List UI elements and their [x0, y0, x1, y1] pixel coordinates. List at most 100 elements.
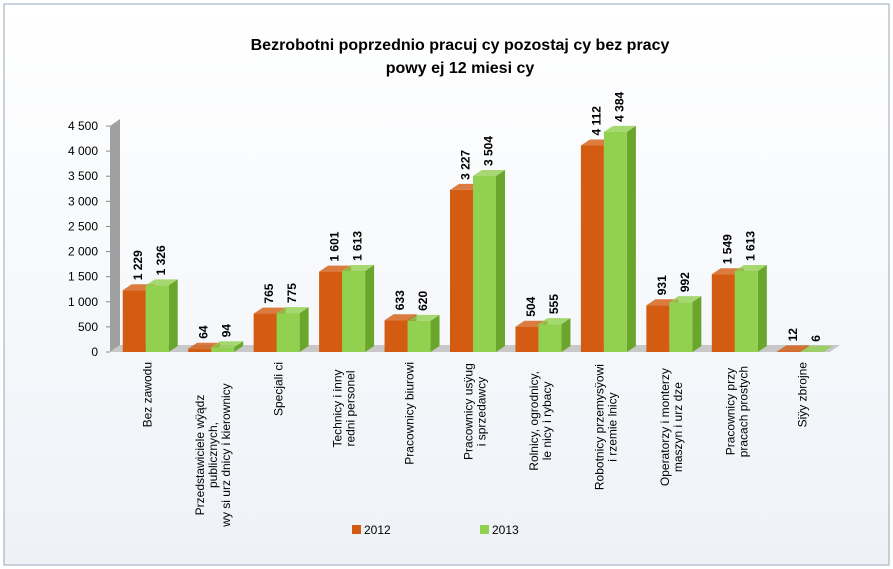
x-tick-label: Pracownicy usÿug [462, 363, 476, 460]
bar-top [538, 318, 571, 325]
bar-top [384, 314, 417, 321]
bar-side [430, 314, 440, 352]
bar [580, 145, 604, 352]
bar [122, 290, 146, 352]
bar-side [757, 264, 767, 352]
value-label: 1 549 [720, 234, 734, 264]
bar-top [603, 125, 636, 132]
value-label: 555 [547, 294, 561, 314]
bar [538, 324, 562, 352]
bar [319, 271, 343, 352]
bar [188, 348, 212, 352]
x-tick-label: wy si urz dnicy i kierownicy [219, 383, 233, 527]
bar-side [496, 170, 505, 352]
bar-top [473, 170, 505, 177]
value-label: 4 112 [589, 106, 603, 136]
bar-side [168, 279, 178, 352]
x-tick-label: le nicy i rybacy [540, 382, 554, 461]
x-tick-label: redni personel [344, 370, 358, 446]
x-tick-label: Bez zawodu [141, 362, 155, 427]
bar [407, 320, 431, 352]
x-tick-label: i sprzedawcy [475, 377, 489, 446]
chart-title: powy ej 12 miesi cy [386, 60, 535, 77]
value-label: 1 601 [328, 231, 342, 261]
value-label: 775 [285, 283, 299, 303]
x-tick-label: Technicy i inny [331, 369, 345, 447]
x-tick-label: Specjali ci [272, 362, 286, 416]
value-label: 3 504 [482, 136, 496, 166]
y-tick-label: 500 [78, 320, 98, 334]
bar-top [145, 279, 178, 286]
value-label: 1 229 [131, 250, 145, 280]
bar-top [800, 345, 833, 352]
value-label: 3 227 [459, 150, 473, 180]
bar [734, 270, 758, 352]
value-label: 1 613 [351, 231, 365, 261]
bar [777, 351, 801, 352]
y-tick-label: 0 [91, 345, 98, 359]
y-tick-label: 3 500 [68, 169, 98, 183]
back-wall [110, 119, 120, 352]
value-label: 992 [678, 272, 692, 292]
bar-side [299, 307, 309, 352]
bar-top [253, 307, 286, 314]
y-tick-label: 4 500 [68, 119, 98, 133]
legend-label: 2012 [364, 523, 391, 537]
bar-side [692, 296, 702, 352]
chart-title: Bezrobotni poprzednio pracuj cy pozostaj… [251, 37, 670, 54]
bar [450, 189, 473, 352]
value-label: 6 [809, 335, 823, 342]
value-label: 620 [416, 291, 430, 311]
x-tick-label: Operatorzy i monterzy [658, 368, 672, 486]
bar [145, 285, 169, 352]
y-tick-label: 2 500 [68, 219, 98, 233]
bar-top [211, 341, 244, 348]
value-label: 64 [197, 325, 211, 339]
value-label: 4 384 [612, 91, 626, 121]
bar [211, 347, 235, 352]
x-tick-label: Siÿy zbrojne [795, 362, 809, 428]
bar-top [407, 314, 440, 321]
x-tick-label: pracach prostych [736, 366, 750, 457]
y-tick-label: 2 000 [68, 245, 98, 259]
bar [603, 131, 627, 352]
legend-label: 2013 [492, 523, 519, 537]
legend-swatch [480, 525, 489, 534]
bar [646, 305, 670, 352]
x-tick-label: Pracownicy przy [723, 368, 737, 455]
value-label: 633 [393, 290, 407, 310]
value-label: 1 326 [154, 245, 168, 275]
y-tick-label: 1 000 [68, 295, 98, 309]
bar [253, 313, 277, 352]
x-tick-label: maszyn i urz dze [671, 382, 685, 472]
y-tick-label: 4 000 [68, 144, 98, 158]
x-tick-label: Robotnicy przemysÿowi [592, 364, 606, 490]
bar-top [669, 296, 702, 303]
bar-side [561, 318, 571, 352]
bar [515, 326, 539, 352]
bar [711, 274, 735, 352]
value-label: 94 [220, 324, 234, 338]
bar-top [342, 264, 375, 271]
y-tick-label: 3 000 [68, 194, 98, 208]
value-label: 12 [786, 328, 800, 342]
y-tick-label: 1 500 [68, 270, 98, 284]
bar-top [777, 345, 810, 352]
bar [669, 302, 693, 352]
bar-top [734, 264, 767, 271]
x-tick-label: Pracownicy biurowi [403, 362, 417, 465]
bar-side [626, 125, 636, 352]
bar-side [365, 264, 375, 352]
x-tick-label: Rolnicy, ogrodnicy, [527, 371, 541, 471]
legend-swatch [352, 525, 361, 534]
value-label: 1 613 [743, 231, 757, 261]
bar [384, 320, 408, 352]
value-label: 504 [524, 296, 538, 316]
bar [342, 270, 366, 352]
x-tick-label: publicznych, [206, 422, 220, 488]
value-label: 931 [655, 275, 669, 295]
bar-top [276, 307, 309, 314]
bar [473, 176, 496, 352]
value-label: 765 [262, 283, 276, 303]
